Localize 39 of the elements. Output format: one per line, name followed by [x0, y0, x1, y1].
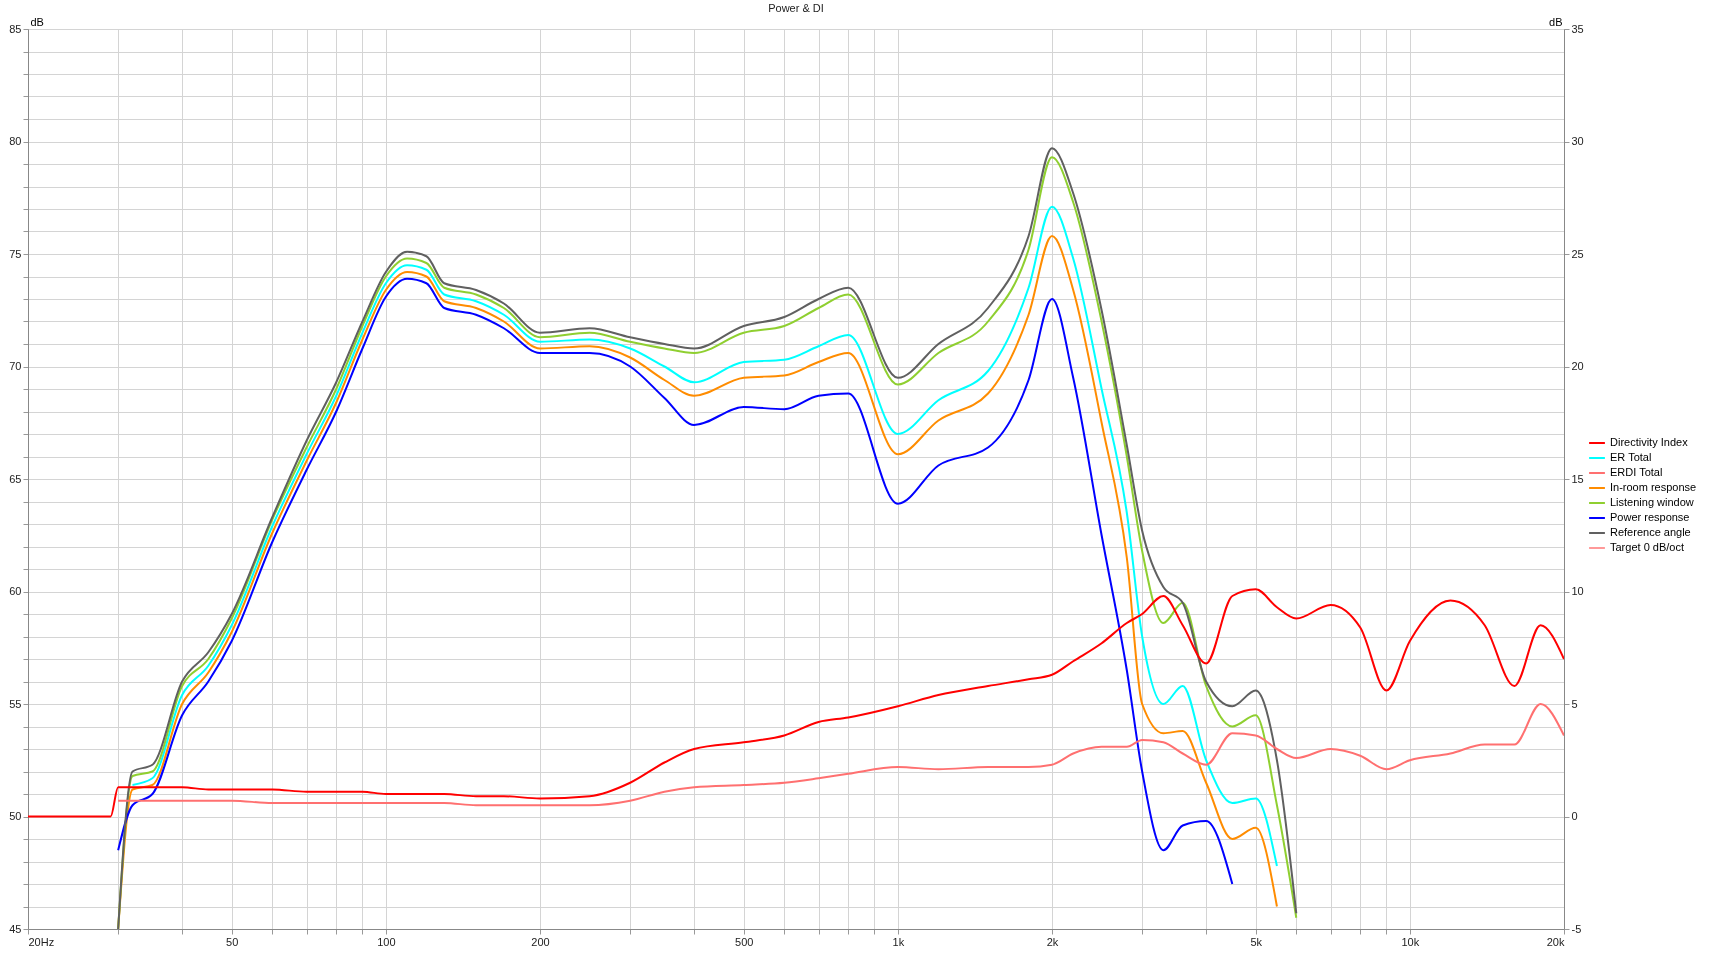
- x-tick-label: 20Hz: [28, 935, 55, 948]
- y2-tick-label: 25: [1571, 247, 1584, 260]
- legend-label: ERDI Total: [1610, 466, 1663, 478]
- y2-axis-title: dB: [1549, 15, 1563, 28]
- x-tick-label: 2k: [1046, 935, 1059, 948]
- y-tick-label: 80: [9, 135, 22, 147]
- y2-tick-label: 15: [1571, 472, 1584, 485]
- y-axis-title: dB: [30, 15, 44, 28]
- y-tick-label: 60: [9, 585, 22, 597]
- x-tick-label: 5k: [1250, 935, 1263, 948]
- x-tick-label: 200: [531, 935, 550, 948]
- x-tick-label: 10k: [1401, 935, 1420, 948]
- y2-tick-label: 5: [1571, 697, 1578, 710]
- legend-label: Target 0 dB/oct: [1610, 541, 1684, 553]
- x-tick-label: 1k: [892, 935, 905, 948]
- legend-label: Reference angle: [1610, 526, 1691, 538]
- y-tick-label: 75: [9, 247, 22, 260]
- y-tick-label: 50: [9, 810, 22, 822]
- legend-label: Listening window: [1610, 496, 1694, 508]
- y2-tick-label: 10: [1571, 585, 1584, 597]
- y2-tick-label: -5: [1571, 922, 1582, 935]
- legend-label: Directivity Index: [1610, 436, 1689, 448]
- x-tick-label: 50: [226, 935, 239, 948]
- chart-title: Power & DI: [768, 2, 824, 14]
- y-tick-label: 55: [9, 697, 22, 710]
- y-tick-label: 65: [9, 472, 22, 485]
- y2-tick-label: 35: [1571, 22, 1584, 35]
- y2-tick-label: 0: [1571, 810, 1578, 822]
- x-tick-label: 500: [735, 935, 754, 948]
- y2-tick-label: 30: [1571, 135, 1584, 147]
- legend-label: Power response: [1610, 511, 1690, 523]
- legend-label: ER Total: [1610, 451, 1652, 463]
- y-tick-label: 85: [9, 22, 22, 35]
- legend-label: In-room response: [1610, 481, 1697, 493]
- y-tick-label: 70: [9, 360, 22, 372]
- y2-tick-label: 20: [1571, 360, 1584, 372]
- x-tick-label: 20k: [1546, 935, 1565, 948]
- y-tick-label: 45: [9, 922, 22, 935]
- x-tick-label: 100: [377, 935, 396, 948]
